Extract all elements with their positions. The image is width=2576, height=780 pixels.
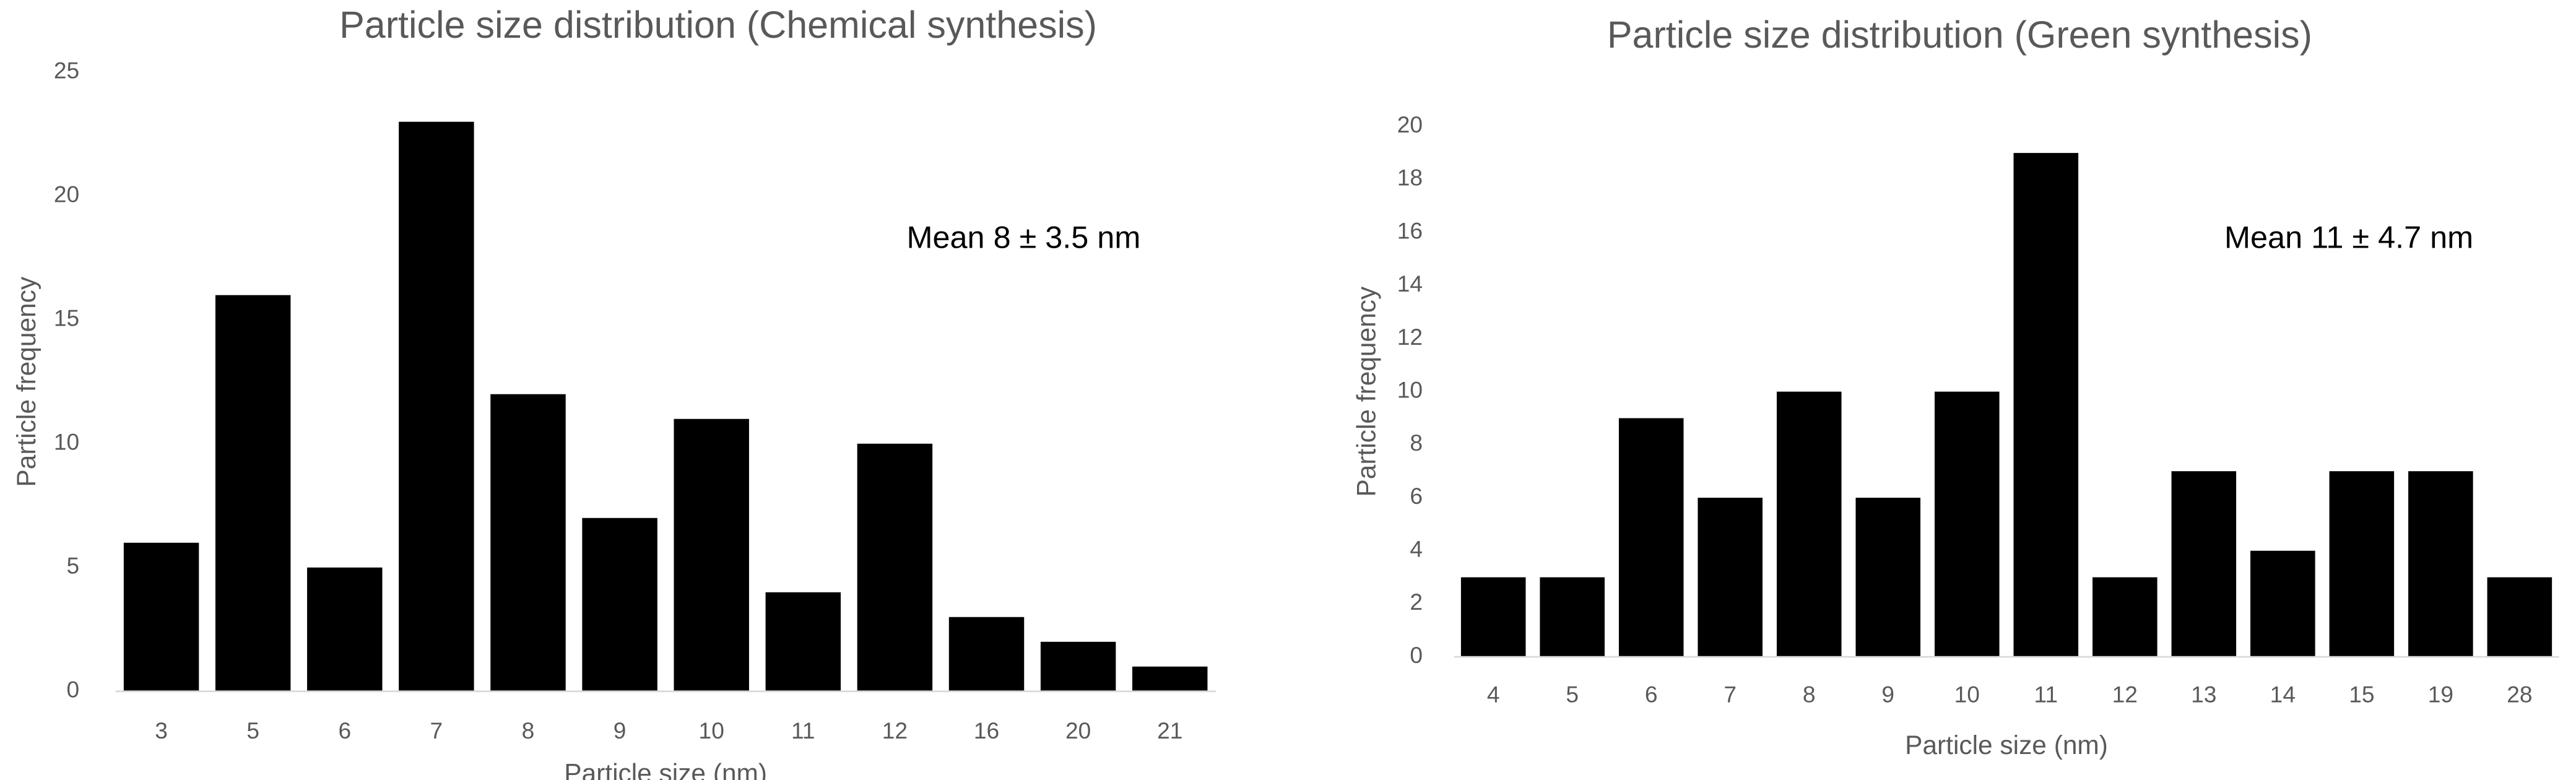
y-tick-label: 25: [54, 58, 79, 84]
y-tick-label: 4: [1410, 536, 1423, 562]
x-tick-label: 6: [1645, 682, 1658, 708]
y-tick-label: 8: [1410, 430, 1423, 456]
chart-title: Particle size distribution (Chemical syn…: [339, 4, 1097, 46]
x-tick-label: 14: [2270, 682, 2296, 708]
bar: [307, 567, 383, 691]
x-tick-label: 11: [791, 717, 815, 743]
bar: [1855, 498, 1921, 657]
y-tick-label: 5: [67, 553, 80, 579]
x-tick-label: 5: [1566, 682, 1579, 708]
y-tick-label: 18: [1397, 165, 1423, 191]
x-tick-label: 5: [246, 717, 259, 743]
bar: [490, 394, 566, 691]
x-tick-label: 19: [2428, 682, 2453, 708]
x-tick-label: 28: [2507, 682, 2532, 708]
bar: [1460, 577, 1526, 657]
bar: [2171, 471, 2237, 657]
bar: [857, 443, 933, 691]
bar: [1132, 666, 1208, 691]
x-tick-label: 8: [1803, 682, 1816, 708]
bar: [123, 542, 199, 691]
x-tick-label: 20: [1065, 717, 1091, 743]
x-tick-label: 6: [338, 717, 351, 743]
x-axis-label: Particle size (nm): [564, 758, 767, 780]
x-axis-label: Particle size (nm): [1905, 730, 2108, 760]
bar: [765, 592, 841, 691]
x-tick-label: 7: [1724, 682, 1737, 708]
bar: [1618, 418, 1684, 657]
bar: [399, 121, 474, 691]
bar: [1934, 391, 2000, 657]
y-tick-label: 2: [1410, 589, 1423, 615]
bar: [674, 418, 749, 691]
bar: [2487, 577, 2552, 657]
annotation: Mean 11 ± 4.7 nm: [2224, 220, 2473, 255]
x-tick-label: 15: [2349, 682, 2374, 708]
x-tick-label: 9: [1881, 682, 1894, 708]
x-tick-label: 3: [155, 717, 168, 743]
x-tick-label: 10: [699, 717, 724, 743]
y-tick-label: 10: [54, 429, 79, 455]
annotation: Mean 8 ± 3.5 nm: [907, 220, 1141, 255]
y-tick-label: 20: [54, 181, 79, 207]
bar: [215, 295, 291, 691]
x-tick-label: 4: [1487, 682, 1500, 708]
bar: [2250, 550, 2315, 657]
x-tick-label: 11: [2034, 682, 2058, 708]
y-tick-label: 14: [1397, 271, 1423, 297]
bar: [2092, 577, 2158, 657]
x-tick-label: 13: [2191, 682, 2216, 708]
y-axis-label: Particle frequency: [1352, 286, 1381, 496]
bar: [582, 518, 657, 691]
bar: [948, 617, 1025, 691]
y-tick-label: 10: [1397, 376, 1423, 402]
x-tick-label: 10: [1954, 682, 1980, 708]
x-tick-label: 12: [882, 717, 908, 743]
chart-title: Particle size distribution (Green synthe…: [1607, 14, 2312, 56]
x-tick-label: 12: [2112, 682, 2138, 708]
x-tick-label: 16: [974, 717, 999, 743]
y-tick-label: 0: [1410, 642, 1423, 668]
y-tick-label: 0: [67, 677, 80, 703]
bar: [1040, 641, 1116, 691]
bar: [2408, 471, 2473, 657]
x-tick-label: 8: [522, 717, 535, 743]
x-tick-label: 9: [614, 717, 627, 743]
x-tick-label: 7: [430, 717, 443, 743]
y-axis-label: Particle frequency: [12, 276, 41, 487]
y-tick-label: 15: [54, 305, 79, 331]
x-tick-label: 21: [1157, 717, 1182, 743]
bar: [1540, 577, 1605, 657]
bar: [2329, 471, 2395, 657]
y-tick-label: 6: [1410, 483, 1423, 509]
bar: [1698, 498, 1763, 657]
bar: [1776, 391, 1842, 657]
y-tick-label: 20: [1397, 111, 1423, 137]
y-tick-label: 16: [1397, 217, 1423, 243]
y-tick-label: 12: [1397, 324, 1423, 350]
bar: [2013, 153, 2079, 657]
